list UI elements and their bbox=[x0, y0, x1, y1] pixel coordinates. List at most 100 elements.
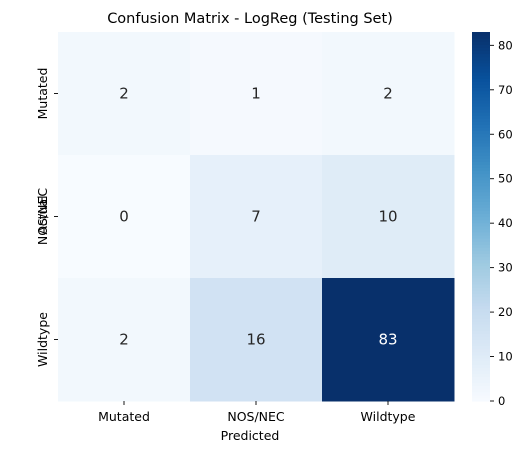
colorbar-tick-label: 20 bbox=[498, 305, 513, 319]
colorbar-segment bbox=[472, 111, 490, 116]
colorbar-tick-label: 60 bbox=[498, 127, 513, 141]
colorbar-segment bbox=[472, 102, 490, 107]
colorbar-segment bbox=[472, 364, 490, 368]
colorbar-segment bbox=[472, 194, 490, 199]
colorbar-segment bbox=[472, 391, 490, 396]
colorbar-tick-label: 40 bbox=[498, 216, 513, 230]
colorbar-segment bbox=[472, 121, 490, 125]
colorbar-segment bbox=[472, 136, 490, 141]
colorbar-segment bbox=[472, 204, 490, 208]
colorbar-segment bbox=[472, 142, 490, 147]
colorbar-segment bbox=[472, 367, 490, 371]
colorbar-segment bbox=[472, 155, 490, 159]
colorbar-segment bbox=[472, 324, 490, 328]
heatmap-cell bbox=[322, 278, 455, 402]
colorbar-segment bbox=[472, 84, 490, 88]
colorbar-segment bbox=[472, 133, 490, 138]
colorbar-segment bbox=[472, 238, 490, 242]
colorbar-segment bbox=[472, 38, 490, 42]
colorbar-segment bbox=[472, 336, 490, 341]
colorbar-segment bbox=[472, 182, 490, 187]
colorbar-segment bbox=[472, 397, 490, 402]
cell-annotations: 2 1 2 0 7 10 2 16 83 bbox=[119, 85, 397, 349]
colorbar-segment bbox=[472, 234, 490, 239]
cell-value-label: 16 bbox=[246, 331, 265, 349]
colorbar-segment bbox=[472, 385, 490, 390]
colorbar-segment bbox=[472, 296, 490, 301]
colorbar-segment bbox=[472, 148, 490, 153]
colorbar-segment bbox=[472, 308, 490, 313]
colorbar-segment bbox=[472, 373, 490, 377]
colorbar-segment bbox=[472, 108, 490, 113]
colorbar-segment bbox=[472, 327, 490, 331]
heatmap-cell bbox=[190, 155, 323, 279]
colorbar-segment bbox=[472, 158, 490, 162]
colorbar-segment bbox=[472, 41, 490, 45]
colorbar-segment bbox=[472, 87, 490, 92]
colorbar-segment bbox=[472, 78, 490, 82]
colorbar-segment bbox=[472, 305, 490, 310]
colorbar-segment bbox=[472, 394, 490, 399]
chart-title: Confusion Matrix - LogReg (Testing Set) bbox=[107, 11, 393, 27]
y-axis-ticks: Mutated NOS/NEC Wildtype bbox=[35, 68, 58, 367]
colorbar-segment bbox=[472, 59, 490, 64]
colorbar-segment bbox=[472, 265, 490, 270]
x-axis-label: Predicted bbox=[221, 428, 280, 443]
colorbar-tick-label: 70 bbox=[498, 83, 513, 97]
colorbar-segment bbox=[472, 302, 490, 307]
heatmap-cells bbox=[58, 32, 455, 402]
colorbar-segment bbox=[472, 231, 490, 236]
colorbar-segment bbox=[472, 228, 490, 233]
colorbar-segment bbox=[472, 71, 490, 76]
colorbar-segment bbox=[472, 281, 490, 285]
colorbar-segment bbox=[472, 139, 490, 144]
heatmap-cell bbox=[190, 32, 323, 156]
colorbar-segment bbox=[472, 330, 490, 334]
colorbar-segment bbox=[472, 62, 490, 67]
heatmap-cell bbox=[58, 155, 191, 279]
colorbar-segment bbox=[472, 253, 490, 258]
cell-value-label: 10 bbox=[378, 208, 397, 226]
heatmap-cell bbox=[322, 32, 455, 156]
colorbar-segment bbox=[472, 161, 490, 165]
colorbar-segment bbox=[472, 225, 490, 230]
colorbar-segment bbox=[472, 56, 490, 61]
colorbar-segment bbox=[472, 284, 490, 288]
colorbar-segment bbox=[472, 96, 490, 101]
cell-value-label: 1 bbox=[251, 85, 261, 103]
colorbar-segment bbox=[472, 115, 490, 119]
colorbar-segment bbox=[472, 271, 490, 276]
colorbar-segment bbox=[472, 241, 490, 245]
colorbar-tick-label: 10 bbox=[498, 350, 513, 364]
cell-value-label: 2 bbox=[119, 331, 129, 349]
y-tick-label: NOS/NEC bbox=[35, 188, 50, 246]
colorbar-segment bbox=[472, 262, 490, 267]
colorbar-segment bbox=[472, 244, 490, 248]
colorbar-segment bbox=[472, 311, 490, 316]
colorbar-segment bbox=[472, 65, 490, 70]
colorbar-segment bbox=[472, 170, 490, 175]
colorbar-segment bbox=[472, 379, 490, 384]
cell-value-label: 2 bbox=[119, 85, 129, 103]
colorbar-segment bbox=[472, 216, 490, 221]
colorbar-segment bbox=[472, 90, 490, 95]
y-tick-label: Wildtype bbox=[35, 312, 50, 367]
colorbar-segment bbox=[472, 299, 490, 304]
colorbar-segment bbox=[472, 81, 490, 85]
heatmap-cell bbox=[58, 278, 191, 402]
colorbar-segment bbox=[472, 274, 490, 279]
colorbar-segment bbox=[472, 293, 490, 298]
cell-value-label: 7 bbox=[251, 208, 261, 226]
colorbar-segment bbox=[472, 290, 490, 294]
colorbar-segment bbox=[472, 50, 490, 55]
colorbar-segment bbox=[472, 210, 490, 215]
heatmap-cell bbox=[322, 155, 455, 279]
y-tick-label: Mutated bbox=[35, 68, 50, 120]
colorbar-segment bbox=[472, 222, 490, 227]
colorbar-segment bbox=[472, 44, 490, 48]
colorbar-segment bbox=[472, 173, 490, 178]
colorbar-segment bbox=[472, 164, 490, 168]
heatmap-cell bbox=[58, 32, 191, 156]
colorbar-segment bbox=[472, 75, 490, 79]
